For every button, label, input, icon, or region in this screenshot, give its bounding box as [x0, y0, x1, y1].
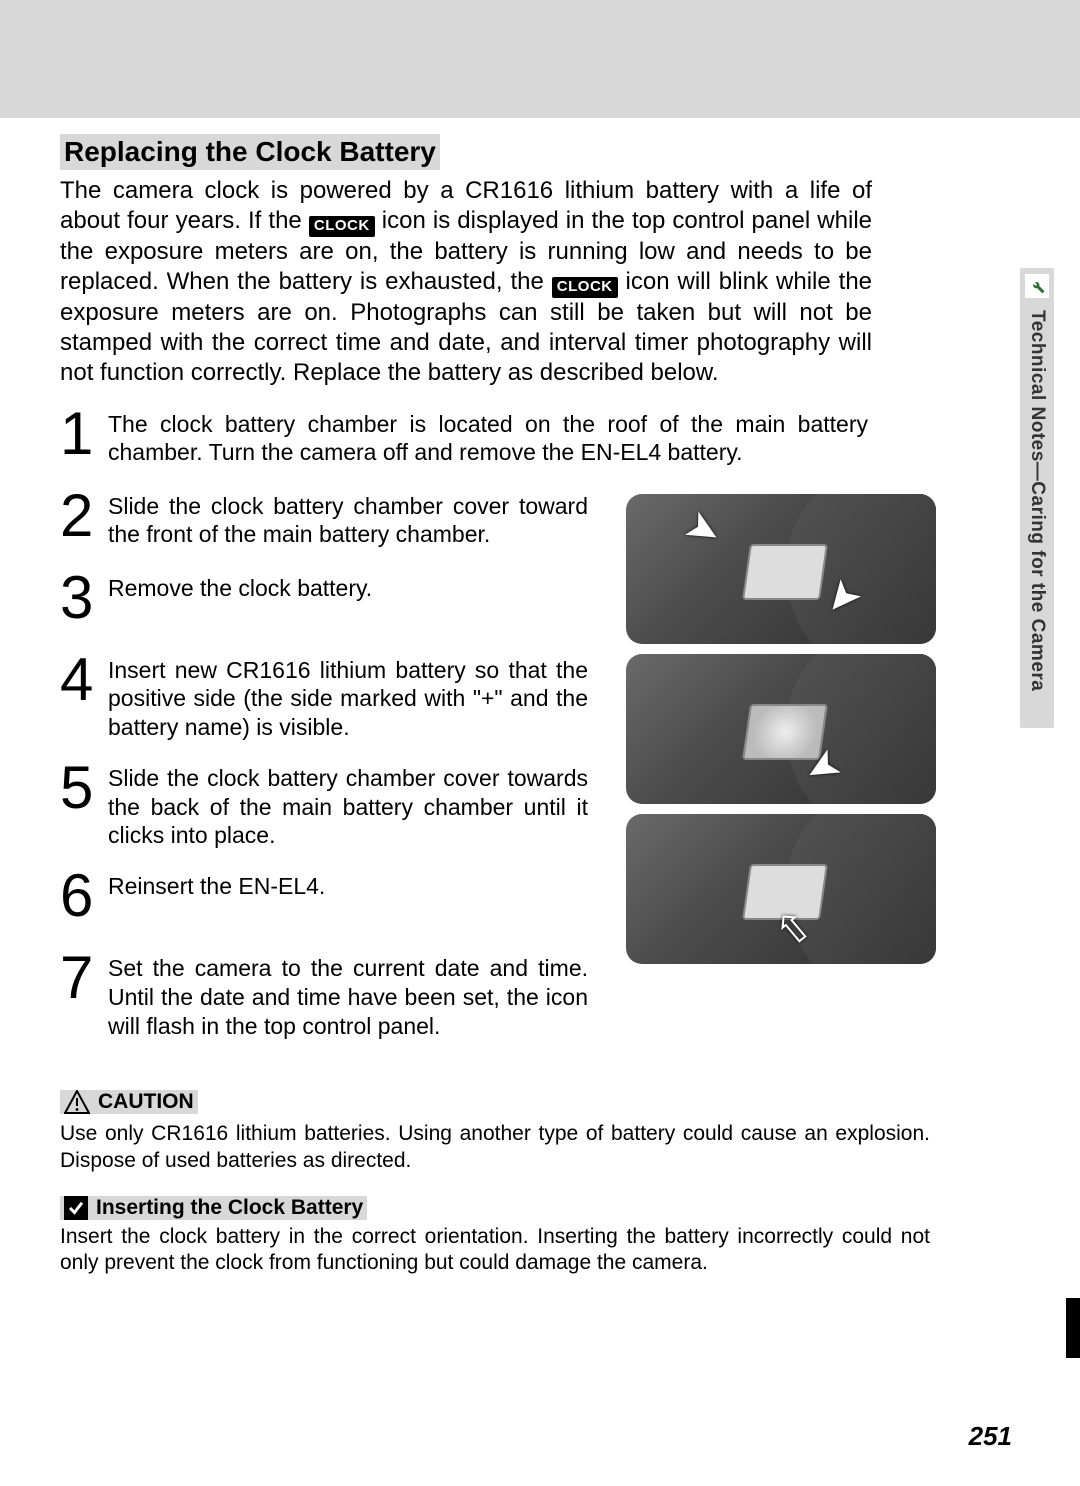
section-tab: Technical Notes—Caring for the Camera	[1020, 268, 1054, 728]
caution-note: CAUTION Use only CR1616 lithium batterie…	[60, 1090, 880, 1174]
step-row: 3 Remove the clock battery.	[60, 574, 610, 634]
inserting-title: Inserting the Clock Battery	[96, 1196, 363, 1220]
steps-and-illustrations: 1 The clock battery chamber is located o…	[60, 410, 880, 1041]
illustration-column: ➤ ➤ ➤ ⇧	[626, 494, 936, 974]
illustration-step4: ➤	[626, 654, 936, 804]
step-row: 1 The clock battery chamber is located o…	[60, 410, 872, 470]
step-row: 2 Slide the clock battery chamber cover …	[60, 492, 610, 552]
step-text: Insert new CR1616 lithium battery so tha…	[108, 656, 588, 742]
step-row: 4 Insert new CR1616 lithium battery so t…	[60, 656, 610, 742]
step-text: Remove the clock battery.	[108, 574, 588, 603]
step-text: Slide the clock battery chamber cover to…	[108, 764, 588, 850]
caution-title: CAUTION	[98, 1090, 194, 1114]
caution-body: Use only CR1616 lithium batteries. Using…	[60, 1121, 930, 1174]
step-number: 2	[60, 492, 100, 540]
illustration-step5: ⇧	[626, 814, 936, 964]
check-icon	[64, 1196, 88, 1220]
clock-icon: CLOCK	[309, 216, 375, 237]
clock-icon: CLOCK	[552, 277, 618, 298]
page-heading: Replacing the Clock Battery	[60, 134, 440, 170]
notes-area: CAUTION Use only CR1616 lithium batterie…	[60, 1090, 880, 1276]
step-number: 1	[60, 410, 100, 458]
inserting-body: Insert the clock battery in the correct …	[60, 1224, 930, 1277]
step-row: 6 Reinsert the EN-EL4.	[60, 872, 610, 932]
step-row: 7 Set the camera to the current date and…	[60, 954, 610, 1040]
step-text: Reinsert the EN-EL4.	[108, 872, 588, 901]
page-number: 251	[969, 1421, 1012, 1452]
intro-paragraph: The camera clock is powered by a CR1616 …	[60, 176, 872, 388]
page-edge-marker	[1066, 1298, 1080, 1358]
step-number: 3	[60, 574, 100, 622]
step-row: 5 Slide the clock battery chamber cover …	[60, 764, 610, 850]
warning-icon	[64, 1090, 90, 1114]
wrench-icon	[1025, 274, 1049, 298]
step-number: 5	[60, 764, 100, 812]
step-number: 4	[60, 656, 100, 704]
content-area: Replacing the Clock Battery The camera c…	[60, 134, 880, 1276]
manual-page: Technical Notes—Caring for the Camera Re…	[0, 118, 1080, 1486]
steps-column: 2 Slide the clock battery chamber cover …	[60, 492, 610, 1041]
step-text: Set the camera to the current date and t…	[108, 954, 588, 1040]
step-number: 6	[60, 872, 100, 920]
step-text: The clock battery chamber is located on …	[108, 410, 868, 468]
section-tab-label: Technical Notes—Caring for the Camera	[1020, 310, 1054, 720]
step-text: Slide the clock battery chamber cover to…	[108, 492, 588, 550]
illustration-step2: ➤ ➤	[626, 494, 936, 644]
inserting-note: Inserting the Clock Battery Insert the c…	[60, 1196, 880, 1277]
step-number: 7	[60, 954, 100, 1002]
